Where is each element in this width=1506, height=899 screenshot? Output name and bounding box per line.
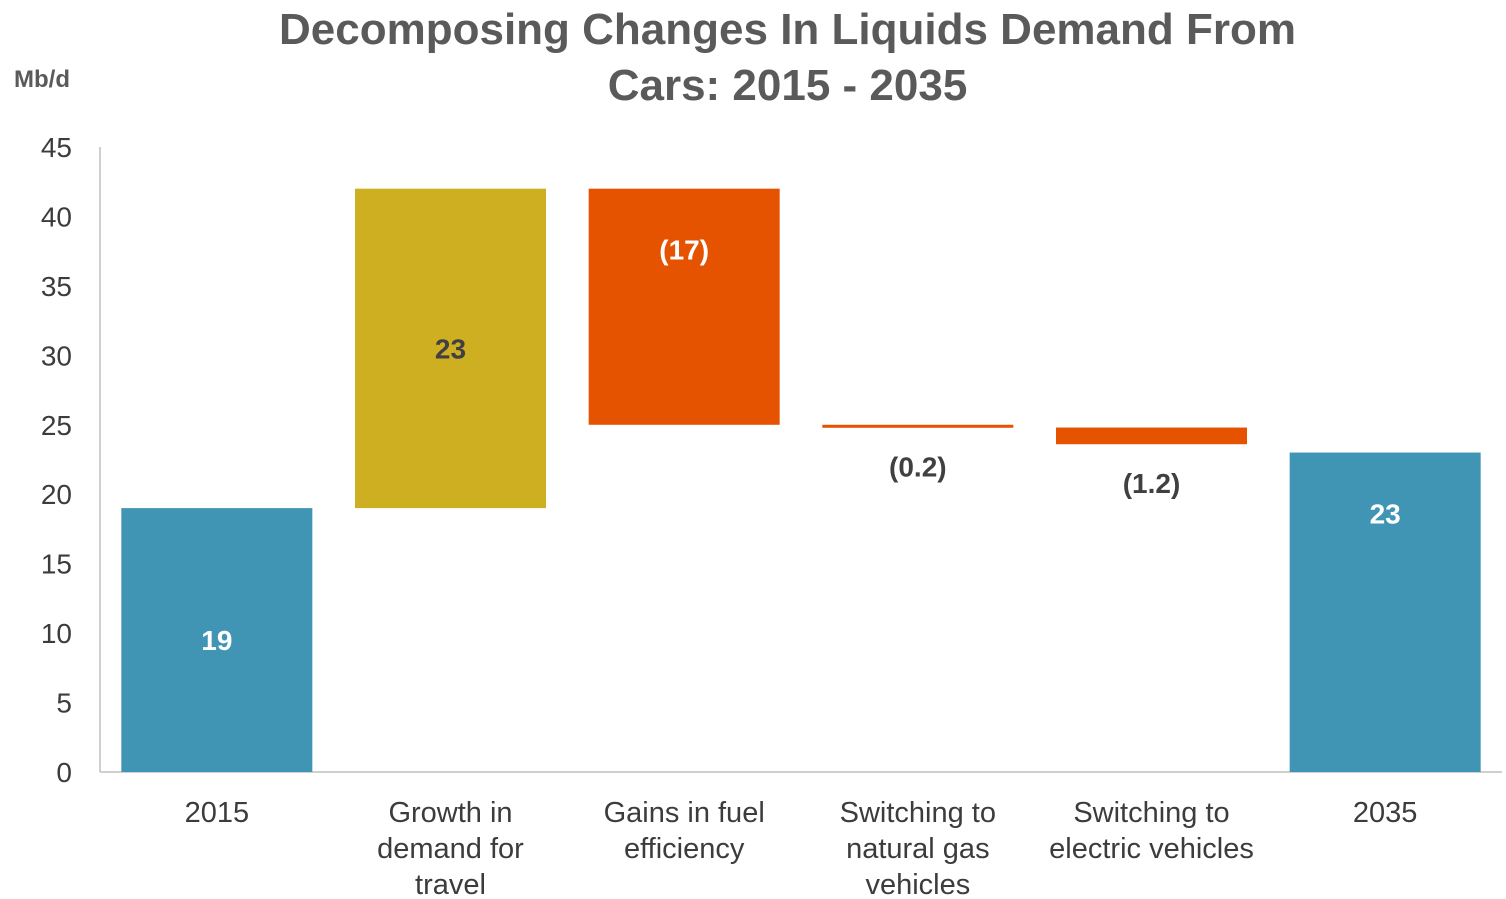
y-axis-unit-label: Mb/d [14,66,70,93]
x-tick-label: 2015 [185,797,250,829]
waterfall-bar [1056,427,1247,445]
data-label: 23 [1370,499,1401,530]
y-tick-label: 45 [41,132,72,163]
waterfall-bar [1289,452,1481,772]
x-tick-label: Switching to [1073,797,1229,829]
y-tick-label: 10 [41,618,72,649]
waterfall-bar [121,508,313,772]
x-tick-label: natural gas [846,833,990,865]
x-tick-label: demand for [377,833,524,865]
data-label: (0.2) [889,452,947,483]
y-tick-label: 0 [56,757,72,788]
waterfall-bar [822,424,1014,428]
y-tick-label: 20 [41,479,72,510]
x-tick-label: electric vehicles [1049,833,1254,865]
data-label: 23 [435,333,466,364]
x-tick-label: Gains in fuel [604,797,765,829]
y-tick-label: 15 [41,549,72,580]
y-tick-label: 25 [41,410,72,441]
data-label: (17) [659,235,709,266]
x-tick-label: Switching to [840,797,996,829]
x-tick-label: vehicles [865,869,970,899]
data-label: (1.2) [1123,468,1181,499]
data-label: 19 [201,625,232,656]
waterfall-bar [355,188,546,509]
x-tick-label: efficiency [624,833,745,865]
chart-title-line-1: Decomposing Changes In Liquids Demand Fr… [279,5,1296,54]
y-tick-label: 35 [41,271,72,302]
x-tick-label: 2035 [1353,797,1418,829]
chart-title-line-2: Cars: 2015 - 2035 [607,61,968,110]
waterfall-bar [588,188,780,425]
y-tick-label: 5 [56,688,72,719]
y-tick-label: 40 [41,201,72,232]
x-tick-label: travel [415,869,486,899]
y-tick-label: 30 [41,340,72,371]
x-tick-label: Growth in [388,797,512,829]
